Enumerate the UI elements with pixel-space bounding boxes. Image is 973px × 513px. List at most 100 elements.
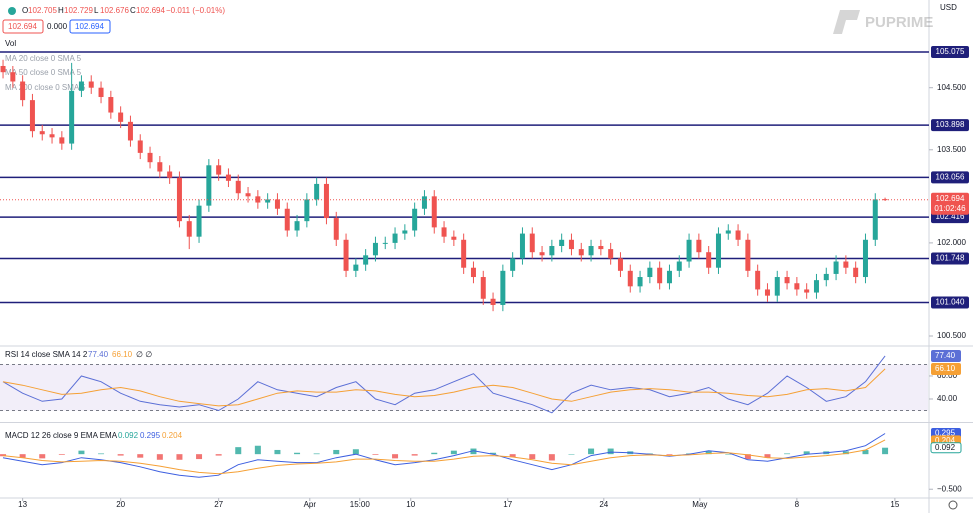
candle-body — [0, 65, 6, 73]
candle-body — [735, 230, 741, 240]
candle-body — [715, 233, 721, 268]
macd-histogram-bar — [176, 454, 183, 460]
ohlc-key: L — [94, 6, 99, 15]
candle-body — [470, 267, 476, 278]
ohlc-value: 102.694 — [136, 6, 165, 15]
macd-hist-label: 0.092 — [935, 443, 956, 452]
ma-label: MA 20 close 0 SMA 5 — [5, 54, 82, 63]
rsi-tick-label: 60.00 — [937, 371, 958, 380]
candle-body — [617, 258, 623, 271]
level-label: 101.040 — [936, 298, 965, 307]
macd-histogram-bar — [588, 448, 595, 455]
macd-histogram-bar — [196, 454, 203, 460]
candle-body — [274, 199, 280, 209]
macd-histogram-bar — [19, 454, 26, 458]
candle-body — [382, 242, 388, 244]
level-label: 101.748 — [936, 254, 965, 263]
candle-body — [304, 199, 310, 222]
candle-body — [147, 152, 153, 163]
candle-body — [206, 165, 212, 206]
candle-body — [216, 165, 222, 175]
macd-line — [2, 439, 886, 475]
macd-line — [2, 433, 886, 478]
candle-body — [725, 230, 731, 234]
y-tick-label: 102.000 — [937, 238, 966, 247]
macd-histogram-bar — [490, 452, 497, 455]
x-tick-label: 17 — [503, 500, 512, 509]
rsi-value-box — [931, 349, 961, 362]
macd-histogram-bar — [744, 454, 751, 460]
candle-body — [343, 239, 349, 271]
x-tick-label: 24 — [599, 500, 608, 509]
candle-body — [461, 239, 467, 268]
macd-hist-box — [930, 442, 962, 454]
brand-logo — [833, 10, 860, 34]
macd-histogram-bar — [529, 454, 536, 460]
status-dot — [8, 7, 16, 15]
candle-body — [853, 267, 859, 278]
macd-histogram-bar — [705, 451, 712, 455]
macd-legend-value: 0.204 — [162, 431, 183, 440]
candle-body — [862, 239, 868, 278]
ohlc-value: 102.705 — [28, 6, 57, 15]
y-tick-label: 100.500 — [937, 331, 966, 340]
candle-body — [372, 242, 378, 256]
macd-histogram-bar — [0, 454, 7, 457]
macd-histogram-bar — [666, 454, 673, 455]
x-tick-label: 20 — [116, 500, 125, 509]
candle-body — [118, 112, 124, 122]
ma-label: MA 50 close 0 SMA 5 — [5, 68, 82, 77]
bid-box — [2, 19, 44, 34]
macd-tick-label: −0.500 — [937, 484, 962, 493]
settings-icon[interactable] — [948, 500, 958, 510]
ohlc-value: 102.729 — [64, 6, 93, 15]
macd-histogram-bar — [137, 454, 144, 458]
macd-histogram-bar — [313, 453, 320, 455]
candle-body — [598, 245, 604, 250]
rsi-line — [2, 355, 886, 414]
candle-body — [78, 81, 84, 91]
x-tick-label: 27 — [214, 500, 223, 509]
candle-body — [588, 245, 594, 256]
macd-histogram-bar — [215, 454, 222, 456]
change: −0.011 (−0.01%) — [166, 6, 225, 15]
candle-body — [157, 162, 163, 172]
rsi-tick-label: 40.00 — [937, 394, 958, 403]
rsi-extra: ∅ ∅ — [136, 350, 152, 359]
candle-body — [235, 180, 241, 194]
candle-body — [412, 208, 418, 231]
macd-histogram-bar — [842, 451, 849, 455]
macd-histogram-bar — [117, 454, 124, 456]
x-tick-label: 13 — [18, 500, 27, 509]
candle-body — [764, 289, 770, 296]
candle-body — [549, 245, 555, 256]
macd-histogram-bar — [294, 452, 301, 455]
candle-body — [539, 252, 545, 256]
candle-body — [167, 171, 173, 178]
candle-body — [431, 196, 437, 228]
candle-body — [59, 137, 65, 144]
macd-histogram-bar — [803, 451, 810, 455]
macd-histogram-bar — [254, 445, 261, 455]
candle-body — [755, 270, 761, 290]
candle-body — [794, 283, 800, 290]
candle-body — [245, 193, 251, 197]
macd-title: MACD 12 26 close 9 EMA EMA — [5, 431, 118, 440]
macd-histogram-bar — [725, 454, 732, 455]
macd-histogram-bar — [548, 454, 555, 461]
macd-histogram-bar — [58, 454, 65, 455]
candle-body — [872, 199, 878, 240]
candle-body — [137, 140, 143, 153]
macd-histogram-bar — [509, 454, 516, 457]
macd-histogram-bar — [607, 448, 614, 455]
brand-name: PUPRIME — [865, 14, 933, 31]
level-label: 103.056 — [936, 172, 965, 181]
ohlc-key: O — [22, 6, 28, 15]
ohlc-header: O 102.705 H 102.729 L 102.676 C 102.694 −0.011 (… — [22, 6, 225, 15]
candle-body — [500, 270, 506, 305]
candle-body — [490, 298, 496, 305]
macd-histogram-bar — [784, 453, 791, 455]
